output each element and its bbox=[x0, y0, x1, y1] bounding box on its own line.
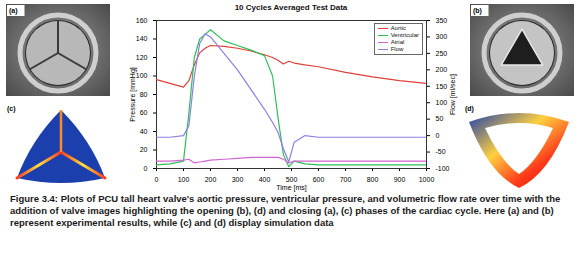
svg-text:120: 120 bbox=[136, 54, 148, 61]
svg-text:Flow [ml/sec]: Flow [ml/sec] bbox=[449, 74, 457, 115]
svg-text:200: 200 bbox=[205, 176, 217, 183]
svg-text:600: 600 bbox=[313, 176, 325, 183]
svg-text:200: 200 bbox=[436, 66, 448, 73]
svg-text:100: 100 bbox=[178, 176, 190, 183]
html-text:Ventricular: Ventricular bbox=[390, 32, 419, 38]
svg-text:140: 140 bbox=[136, 35, 148, 42]
svg-text:(a): (a) bbox=[9, 7, 18, 15]
svg-text:-50: -50 bbox=[436, 148, 446, 155]
svg-text:-100: -100 bbox=[436, 165, 450, 172]
svg-text:0: 0 bbox=[155, 176, 159, 183]
html-text:Aortic: Aortic bbox=[390, 25, 406, 31]
svg-text:(b): (b) bbox=[473, 7, 482, 15]
svg-text:700: 700 bbox=[340, 176, 352, 183]
svg-text:40: 40 bbox=[140, 128, 148, 135]
svg-text:250: 250 bbox=[436, 50, 448, 57]
svg-text:400: 400 bbox=[259, 176, 271, 183]
svg-text:Pressure [mmHg]: Pressure [mmHg] bbox=[129, 67, 137, 122]
svg-text:350: 350 bbox=[436, 17, 448, 24]
svg-text:800: 800 bbox=[367, 176, 379, 183]
html-text:Atrial: Atrial bbox=[390, 39, 405, 45]
svg-text:(c): (c) bbox=[7, 105, 16, 113]
html-text:10 Cycles Averaged Test Data: 10 Cycles Averaged Test Data bbox=[234, 3, 348, 12]
svg-text:Time [ms]: Time [ms] bbox=[276, 184, 307, 192]
svg-text:60: 60 bbox=[140, 109, 148, 116]
svg-text:100: 100 bbox=[136, 72, 148, 79]
svg-text:300: 300 bbox=[436, 33, 448, 40]
svg-text:150: 150 bbox=[436, 83, 448, 90]
svg-text:0: 0 bbox=[144, 165, 148, 172]
svg-text:0: 0 bbox=[436, 132, 440, 139]
svg-text:160: 160 bbox=[136, 17, 148, 24]
html-text:Figure 3.4: Plots of PCU tall: Figure 3.4: Plots of PCU tall heart valv… bbox=[10, 193, 561, 228]
html-text:Flow: Flow bbox=[390, 46, 404, 52]
svg-text:80: 80 bbox=[140, 91, 148, 98]
svg-text:900: 900 bbox=[394, 176, 406, 183]
svg-text:50: 50 bbox=[436, 115, 444, 122]
svg-text:500: 500 bbox=[286, 176, 298, 183]
svg-text:1000: 1000 bbox=[419, 176, 435, 183]
svg-text:100: 100 bbox=[436, 99, 448, 106]
svg-text:20: 20 bbox=[140, 146, 148, 153]
svg-text:(d): (d) bbox=[465, 105, 474, 113]
svg-text:300: 300 bbox=[232, 176, 244, 183]
